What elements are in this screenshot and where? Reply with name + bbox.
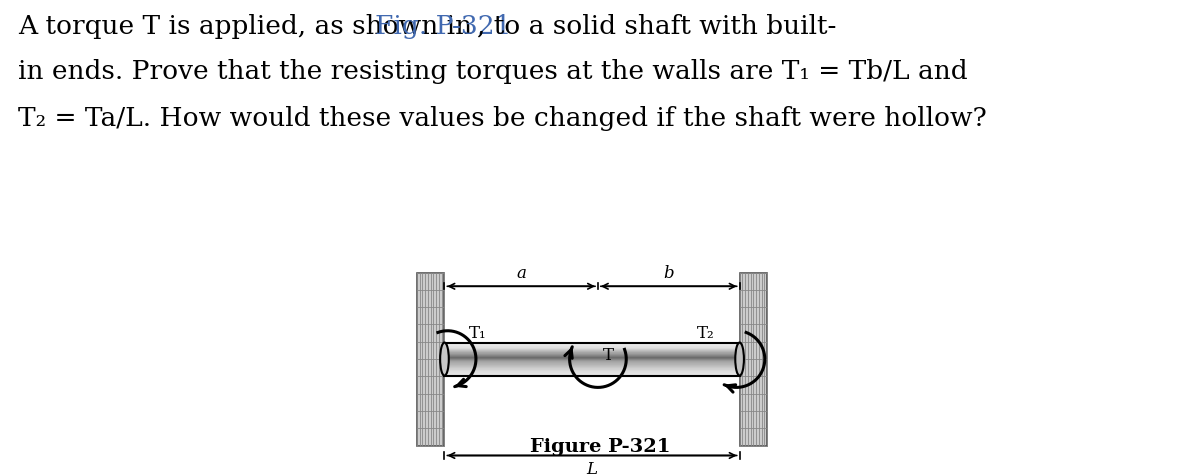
Bar (444, 368, 739, 369)
Bar (444, 361, 739, 362)
Bar (444, 351, 739, 352)
Bar (444, 356, 739, 357)
Bar (444, 353, 739, 354)
Bar (444, 357, 739, 358)
Bar (739, 273, 767, 446)
Ellipse shape (736, 343, 744, 375)
Text: A torque T is applied, as shown in: A torque T is applied, as shown in (18, 14, 480, 39)
Bar (444, 373, 739, 374)
Text: a: a (516, 264, 526, 282)
Bar (444, 349, 739, 350)
Bar (444, 374, 739, 375)
Bar (444, 364, 739, 365)
Bar (444, 352, 739, 353)
Bar (444, 359, 739, 360)
Bar (444, 363, 739, 364)
Bar (444, 360, 739, 361)
Ellipse shape (440, 343, 449, 375)
Text: , to a solid shaft with built-: , to a solid shaft with built- (478, 14, 836, 39)
Bar (444, 350, 739, 351)
Bar (444, 372, 739, 373)
Bar (444, 369, 739, 370)
Bar (444, 362, 739, 363)
Bar (444, 346, 739, 347)
Bar (444, 348, 739, 349)
Text: T₂: T₂ (697, 325, 715, 342)
Bar (444, 358, 739, 359)
Bar (444, 371, 739, 372)
Bar (444, 370, 739, 371)
Text: Figure P-321: Figure P-321 (529, 438, 671, 456)
Text: T₁: T₁ (469, 325, 487, 342)
Text: in ends. Prove that the resisting torques at the walls are T₁ = Tb/L and: in ends. Prove that the resisting torque… (18, 59, 967, 84)
Text: L: L (587, 461, 598, 474)
Text: T: T (602, 346, 613, 364)
Bar (444, 365, 739, 366)
Bar (444, 347, 739, 348)
Bar (444, 354, 739, 355)
Bar (444, 345, 739, 346)
Bar (444, 366, 739, 367)
Bar (444, 367, 739, 368)
Bar (444, 355, 739, 356)
Text: T₂ = Ta/L. How would these values be changed if the shaft were hollow?: T₂ = Ta/L. How would these values be cha… (18, 106, 986, 131)
Bar (444, 344, 739, 345)
Text: b: b (664, 264, 674, 282)
Bar (444, 343, 739, 344)
Bar (416, 273, 444, 446)
Text: Fig. P-321: Fig. P-321 (374, 14, 511, 39)
